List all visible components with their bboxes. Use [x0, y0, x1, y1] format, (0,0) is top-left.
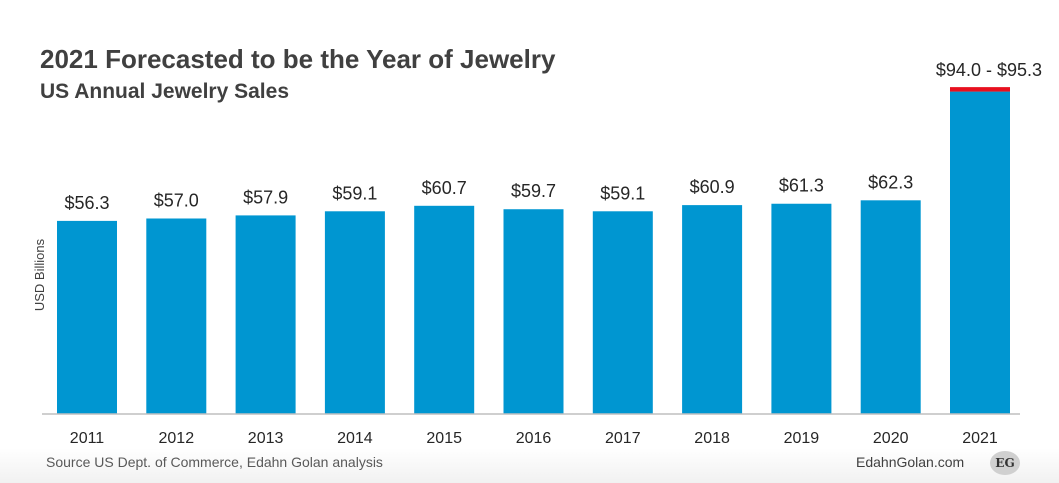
bar-2020 — [860, 200, 921, 414]
bar-chart: $56.3 2011 $57.0 2012 $57.9 2013 $59.1 2014 $60.… — [32, 60, 1042, 447]
x-tick-2016: 2016 — [516, 430, 552, 447]
bar-2018 — [682, 205, 743, 414]
brand-link[interactable]: EdahnGolan.com — [856, 454, 965, 470]
forecast-range-marker — [950, 87, 1010, 92]
source-note: Source US Dept. of Commerce, Edahn Golan… — [46, 454, 383, 470]
bar-2021 — [950, 91, 1010, 414]
bar-2015 — [414, 205, 475, 414]
data-label-2016: $59.7 — [511, 181, 556, 201]
bar-2016 — [503, 209, 564, 414]
x-tick-2017: 2017 — [605, 430, 641, 447]
x-tick-2019: 2019 — [784, 430, 820, 447]
bars-group: $56.3 2011 $57.0 2012 $57.9 2013 $59.1 2014 $60.… — [57, 60, 1042, 447]
bar-2014 — [324, 211, 385, 414]
data-label-2021: $94.0 - $95.3 — [936, 60, 1042, 80]
eg-logo-icon: EG — [990, 451, 1020, 475]
y-axis-label: USD Billions — [32, 238, 47, 311]
bar-2011 — [57, 220, 117, 414]
chart-subtitle: US Annual Jewelry Sales — [40, 80, 289, 103]
data-label-2012: $57.0 — [154, 190, 199, 210]
x-tick-2020: 2020 — [873, 430, 909, 447]
x-tick-2013: 2013 — [248, 430, 284, 447]
data-label-2011: $56.3 — [64, 193, 109, 213]
footer-band — [0, 448, 1059, 483]
data-label-2014: $59.1 — [332, 183, 377, 203]
bar-2017 — [592, 211, 653, 414]
bar-2019 — [771, 203, 832, 414]
chart-title: 2021 Forecasted to be the Year of Jewelr… — [40, 44, 556, 74]
data-label-2019: $61.3 — [779, 176, 824, 196]
x-tick-2012: 2012 — [159, 430, 195, 447]
x-tick-2018: 2018 — [694, 430, 730, 447]
bar-2012 — [146, 218, 207, 414]
x-tick-2015: 2015 — [426, 430, 462, 447]
data-label-2018: $60.9 — [690, 177, 735, 197]
bar-2013 — [235, 215, 296, 414]
x-tick-2011: 2011 — [70, 430, 105, 447]
data-label-2017: $59.1 — [600, 183, 645, 203]
data-label-2020: $62.3 — [868, 172, 913, 192]
x-tick-2014: 2014 — [337, 430, 373, 447]
x-tick-2021: 2021 — [962, 430, 998, 447]
data-label-2013: $57.9 — [243, 187, 288, 207]
data-label-2015: $60.7 — [422, 178, 467, 198]
